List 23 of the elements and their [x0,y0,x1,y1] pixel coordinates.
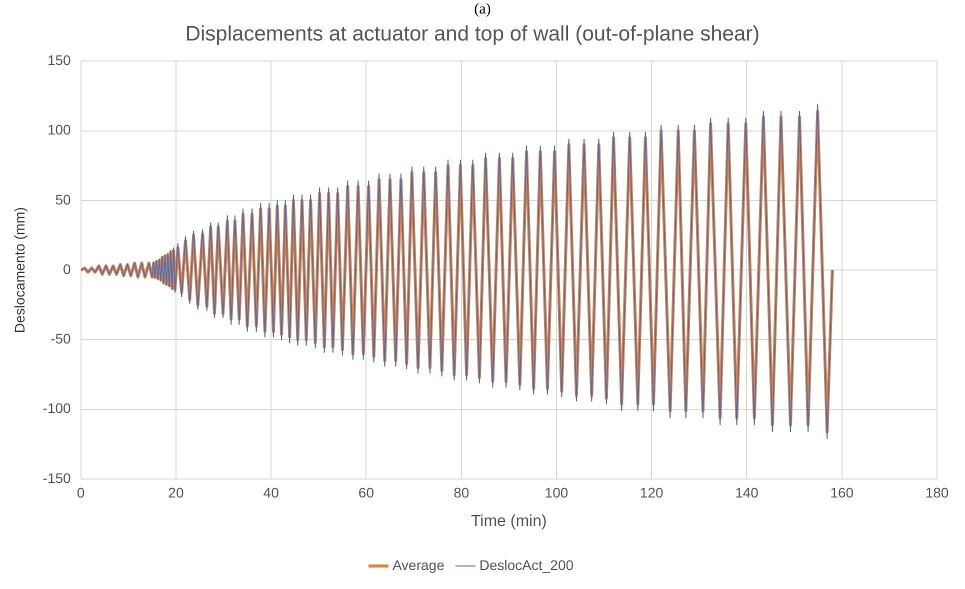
x-tick-label: 0 [76,484,85,500]
x-tick-label: 40 [263,484,280,500]
x-tick-label: 20 [168,484,184,500]
legend-label: Average [392,556,445,573]
y-tick-label: 50 [55,191,72,208]
y-tick-label: -150 [42,470,72,486]
chart-title: Displacements at actuator and top of wall (out-of-plane shear) [185,22,760,46]
y-tick-label: 100 [47,122,72,138]
y-tick-label: 0 [63,260,72,277]
text: (a) [474,1,491,18]
x-tick-label: 140 [735,484,759,500]
x-tick-label: 120 [640,484,664,500]
y-tick-label: -50 [50,330,72,347]
y-tick-label: -100 [42,400,72,416]
y-axis-title: Deslocamento (mm) [11,207,28,334]
x-tick-label: 180 [925,484,949,500]
y-tick-label: 150 [47,52,72,68]
x-axis-title: Time (min) [470,512,547,530]
x-tick-label: 80 [454,484,470,500]
x-tick-label: 160 [830,484,854,500]
x-tick-label: 60 [358,484,374,500]
legend-label: DeslocAct_200 [479,556,574,573]
x-tick-label: 100 [544,484,568,500]
